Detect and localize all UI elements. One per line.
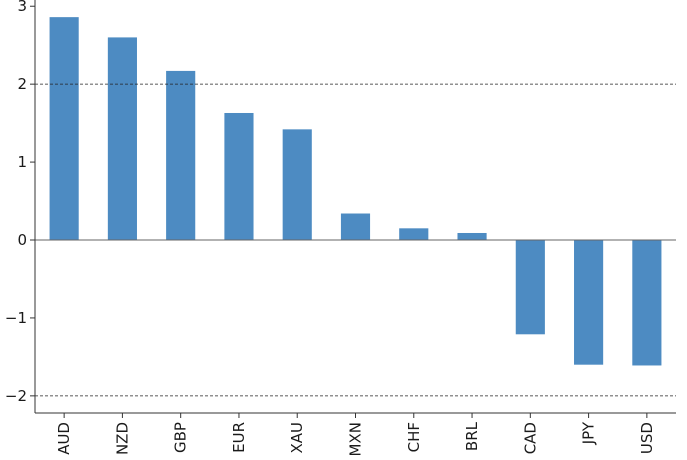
x-tick-label-usd: USD — [638, 422, 656, 454]
x-tick-label-gbp: GBP — [172, 422, 190, 453]
bar-usd — [632, 240, 662, 366]
y-tick-label: 2 — [17, 75, 27, 93]
y-axis: −2 −1 0 1 2 3 — [5, 0, 36, 413]
x-tick-label-brl: BRL — [463, 421, 481, 451]
bar-chf — [399, 228, 429, 241]
reference-lines-group — [35, 83, 676, 397]
y-tick-label: 0 — [17, 231, 27, 249]
x-tick-label-cad: CAD — [521, 422, 539, 454]
y-tick-label: −1 — [5, 309, 27, 327]
y-tick-label: 1 — [17, 153, 27, 171]
y-tick-label: −2 — [5, 387, 27, 405]
bars-group — [49, 17, 662, 366]
bar-gbp — [166, 70, 196, 241]
bar-mxn — [340, 213, 371, 240]
x-tick-label-xau: XAU — [288, 422, 306, 454]
x-axis: AUD NZD GBP EUR XAU MXN CHF BRL CAD JPY USD — [35, 412, 676, 456]
bar-jpy — [574, 240, 604, 365]
bar-eur — [224, 112, 254, 241]
y-tick-label: 3 — [17, 0, 27, 15]
bar-cad — [515, 240, 545, 335]
bar-aud — [49, 17, 79, 240]
bar-brl — [457, 232, 487, 240]
x-tick-label-eur: EUR — [230, 422, 248, 453]
x-tick-label-chf: CHF — [405, 422, 423, 452]
bar-nzd — [107, 37, 137, 241]
x-tick-label-jpy: JPY — [580, 421, 598, 445]
x-tick-label-nzd: NZD — [113, 422, 131, 455]
x-tick-label-aud: AUD — [55, 422, 73, 455]
x-tick-label-mxn: MXN — [347, 422, 365, 456]
bar-xau — [282, 129, 312, 240]
